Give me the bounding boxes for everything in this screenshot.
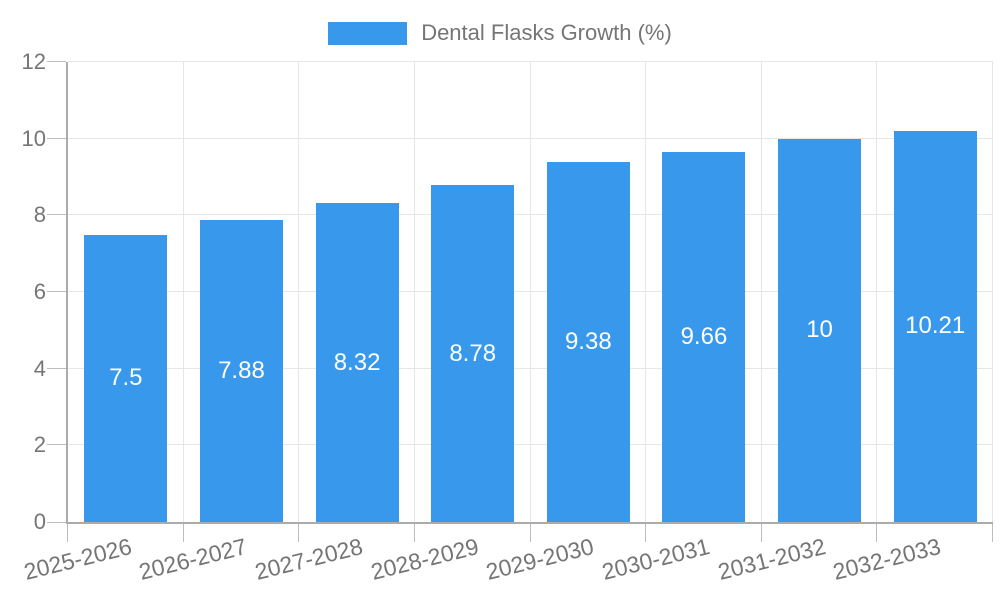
y-tick	[47, 522, 66, 523]
legend-swatch	[328, 21, 408, 45]
bar[interactable]: 9.66	[662, 151, 746, 522]
x-tick	[298, 524, 299, 542]
x-tick	[645, 524, 646, 542]
bar-value-label: 7.5	[109, 364, 143, 392]
gridline-v	[182, 62, 184, 522]
y-axis-tick-label: 6	[33, 279, 46, 304]
x-tick	[414, 524, 415, 542]
x-axis-line	[66, 522, 993, 524]
x-tick	[183, 524, 184, 542]
gridline-h	[68, 137, 993, 139]
bar-value-label: 9.38	[564, 328, 612, 356]
x-tick	[992, 524, 993, 542]
gridline-h	[68, 214, 993, 216]
gridline-v	[645, 62, 647, 522]
gridline-h	[68, 61, 993, 62]
y-axis-tick-label: 2	[33, 432, 46, 458]
y-tick	[47, 214, 66, 216]
bar-value-label: 10	[806, 316, 833, 344]
bar[interactable]: 8.78	[431, 185, 515, 522]
legend-item[interactable]: Dental Flasks Growth (%)	[328, 20, 672, 46]
bar-value-label: 9.66	[680, 322, 728, 350]
bar-value-label: 8.78	[449, 339, 497, 367]
y-tick	[47, 367, 66, 369]
bar[interactable]: 9.38	[546, 162, 630, 522]
bar[interactable]: 7.5	[84, 234, 168, 522]
gridline-v	[992, 62, 993, 522]
y-axis-tick-label: 8	[33, 202, 46, 228]
gridline-v	[760, 62, 762, 522]
y-axis-tick-label: 10	[21, 125, 46, 151]
y-axis-tick-label: 12	[21, 49, 46, 74]
bar-value-label: 7.88	[218, 356, 265, 384]
y-axis-tick-label: 4	[33, 355, 46, 381]
legend-label: Dental Flasks Growth (%)	[421, 20, 672, 45]
bar-value-label: 10.21	[905, 312, 966, 340]
x-tick	[876, 524, 877, 542]
x-tick	[530, 524, 531, 542]
y-tick	[47, 61, 66, 62]
bar[interactable]: 8.32	[315, 203, 399, 522]
gridline-h	[68, 291, 993, 292]
y-tick	[47, 291, 66, 292]
bar[interactable]: 10	[778, 138, 862, 522]
gridline-v	[298, 62, 300, 522]
gridline-h	[68, 444, 993, 446]
y-axis-tick-label: 0	[33, 509, 46, 534]
y-tick	[47, 137, 66, 139]
gridline-h	[68, 367, 993, 369]
bar-value-label: 8.32	[333, 348, 381, 376]
gridline-v	[876, 62, 878, 522]
bar[interactable]: 10.21	[893, 130, 977, 522]
x-tick	[67, 524, 68, 542]
x-tick	[761, 524, 762, 542]
bar[interactable]: 7.88	[199, 219, 283, 522]
gridline-v	[413, 62, 415, 522]
gridline-v	[529, 62, 531, 522]
legend: Dental Flasks Growth (%)	[0, 20, 1000, 46]
y-tick	[47, 444, 66, 446]
y-axis-line	[66, 62, 68, 524]
